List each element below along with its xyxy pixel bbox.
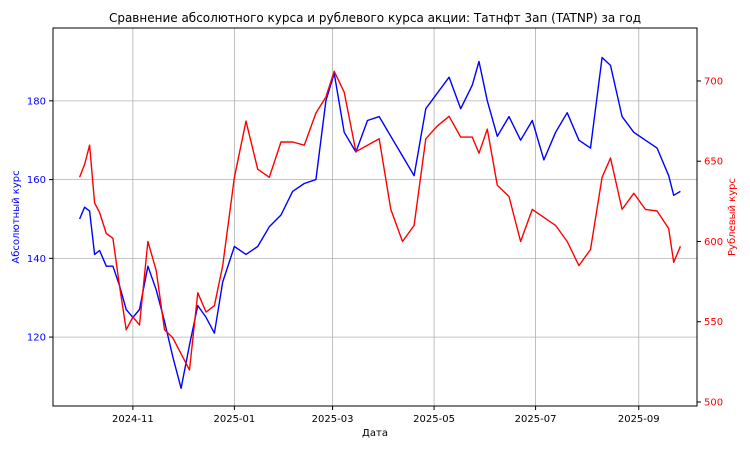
y-right-tick-label: 550 xyxy=(704,317,723,328)
x-tick-label: 2025-01 xyxy=(213,414,255,425)
x-tick-label: 2024-11 xyxy=(112,414,154,425)
grid xyxy=(53,28,697,406)
y-left-tick-label: 180 xyxy=(27,96,46,107)
y-axis-left-label: Абсолютный курс xyxy=(11,170,22,263)
series-line-absolute xyxy=(78,56,681,389)
x-axis: 2024-11 2025-01 2025-03 2025-05 2025-07 2025-… xyxy=(112,406,660,425)
y-axis-right: 500 550 600 650 700 xyxy=(697,76,723,408)
x-tick-label: 2025-05 xyxy=(413,414,455,425)
x-tick-label: 2025-03 xyxy=(312,414,354,425)
y-axis-right-label: Рублевый курс xyxy=(727,178,738,256)
x-tick-label: 2025-07 xyxy=(515,414,557,425)
y-left-tick-label: 160 xyxy=(27,175,46,186)
y-axis-left: 120 140 160 180 xyxy=(27,96,53,344)
series-layer xyxy=(78,56,682,389)
plot-frame xyxy=(52,27,698,407)
chart-title: Сравнение абсолютного курса и рублевого … xyxy=(109,11,641,25)
y-left-tick-label: 120 xyxy=(27,333,46,344)
y-left-tick-label: 140 xyxy=(27,254,46,265)
y-right-tick-label: 700 xyxy=(704,76,723,87)
series-line-ruble xyxy=(78,70,682,371)
x-tick-label: 2025-09 xyxy=(618,414,660,425)
y-right-tick-label: 650 xyxy=(704,157,723,168)
y-right-tick-label: 500 xyxy=(704,397,723,408)
y-right-tick-label: 600 xyxy=(704,237,723,248)
x-axis-label: Дата xyxy=(362,428,388,439)
